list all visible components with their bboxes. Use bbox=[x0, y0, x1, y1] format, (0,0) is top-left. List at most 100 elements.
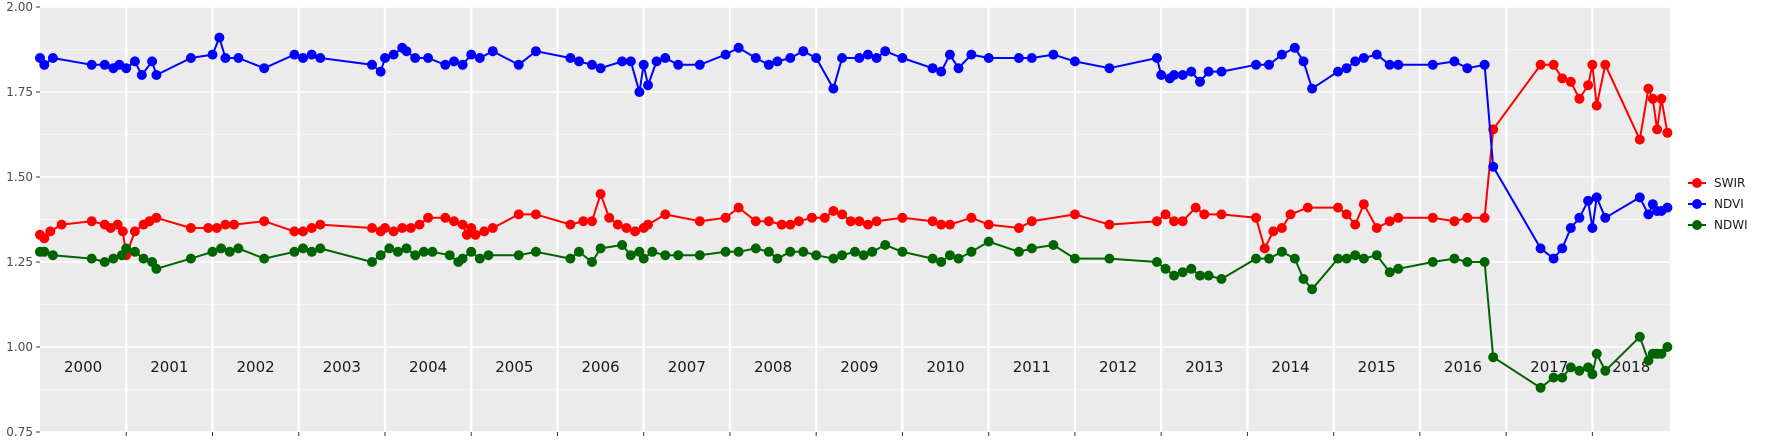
data-point-swir bbox=[397, 223, 408, 233]
data-point-ndvi bbox=[86, 59, 97, 70]
data-point-swir bbox=[1535, 59, 1546, 70]
data-point-ndwi bbox=[1013, 246, 1024, 257]
data-point-swir bbox=[1341, 209, 1352, 220]
data-point-swir bbox=[112, 219, 123, 230]
data-point-ndvi bbox=[625, 56, 636, 67]
data-point-ndwi bbox=[850, 246, 860, 257]
data-point-ndwi bbox=[625, 250, 636, 261]
legend-key-point bbox=[1692, 199, 1702, 209]
data-point-ndvi bbox=[233, 53, 244, 63]
year-label: 2001 bbox=[150, 358, 188, 376]
data-point-swir bbox=[1479, 212, 1490, 223]
data-point-ndvi bbox=[1350, 56, 1361, 67]
data-point-swir bbox=[720, 212, 731, 223]
data-point-ndvi bbox=[565, 53, 576, 63]
data-point-swir bbox=[1634, 134, 1645, 145]
data-point-ndvi bbox=[1156, 70, 1167, 80]
data-point-ndvi bbox=[634, 87, 645, 97]
data-point-ndwi bbox=[401, 243, 412, 254]
data-point-ndvi bbox=[315, 53, 326, 63]
data-point-ndwi bbox=[513, 250, 524, 261]
data-point-ndvi bbox=[871, 53, 882, 63]
data-point-ndwi bbox=[1350, 250, 1361, 261]
data-point-ndwi bbox=[673, 250, 684, 261]
data-point-ndvi bbox=[897, 53, 908, 63]
data-point-ndwi bbox=[587, 257, 597, 267]
data-point-ndwi bbox=[289, 246, 300, 257]
data-point-ndvi bbox=[1307, 83, 1318, 94]
data-point-ndvi bbox=[136, 70, 147, 80]
data-point-ndvi bbox=[440, 59, 451, 70]
data-point-swir bbox=[56, 219, 67, 230]
data-point-ndwi bbox=[1251, 253, 1261, 264]
data-point-ndvi bbox=[1574, 212, 1585, 223]
data-point-ndvi bbox=[638, 59, 649, 70]
data-point-ndwi bbox=[1449, 253, 1460, 264]
data-point-ndwi bbox=[1048, 240, 1059, 250]
data-point-ndwi bbox=[418, 246, 429, 257]
data-point-swir bbox=[1169, 216, 1180, 227]
data-point-swir bbox=[1591, 100, 1602, 111]
data-point-swir bbox=[1462, 212, 1473, 223]
data-point-swir bbox=[806, 212, 817, 223]
data-point-swir bbox=[1384, 216, 1395, 227]
data-point-ndvi bbox=[1251, 59, 1261, 70]
data-point-ndwi bbox=[1557, 372, 1568, 383]
data-point-swir bbox=[229, 219, 239, 230]
legend: SWIR NDVI NDWI bbox=[1688, 176, 1748, 232]
data-point-ndwi bbox=[1535, 382, 1546, 393]
data-point-swir bbox=[1557, 73, 1568, 84]
data-point-ndwi bbox=[1069, 253, 1080, 264]
data-point-ndwi bbox=[1169, 270, 1180, 281]
data-point-ndwi bbox=[1656, 348, 1667, 359]
data-point-ndwi bbox=[1479, 257, 1490, 267]
data-point-swir bbox=[1427, 212, 1438, 223]
data-point-ndwi bbox=[1548, 372, 1559, 383]
data-point-ndwi bbox=[867, 246, 878, 257]
data-point-ndwi bbox=[1634, 331, 1645, 342]
data-point-swir bbox=[1268, 226, 1279, 237]
data-point-ndvi bbox=[466, 49, 477, 60]
data-point-ndwi bbox=[1574, 365, 1585, 376]
y-axis: 0.75 1.00 1.25 1.50 1.75 2.00 bbox=[6, 0, 40, 439]
data-point-swir bbox=[117, 226, 128, 237]
data-point-swir bbox=[151, 212, 162, 223]
data-point-ndvi bbox=[474, 53, 485, 63]
data-point-swir bbox=[414, 219, 425, 230]
data-point-swir bbox=[1069, 209, 1080, 220]
data-point-ndwi bbox=[392, 246, 403, 257]
data-point-ndwi bbox=[1488, 352, 1499, 363]
data-point-ndvi bbox=[185, 53, 196, 63]
data-point-swir bbox=[457, 219, 468, 230]
data-point-ndvi bbox=[660, 53, 671, 63]
data-point-ndwi bbox=[927, 253, 938, 264]
data-point-ndvi bbox=[1535, 243, 1546, 254]
data-point-swir bbox=[763, 216, 774, 227]
data-point-swir bbox=[819, 212, 830, 223]
data-point-swir bbox=[1216, 209, 1227, 220]
data-point-swir bbox=[129, 226, 140, 237]
data-point-ndwi bbox=[1151, 257, 1162, 267]
data-point-ndvi bbox=[367, 59, 377, 70]
legend-key-point bbox=[1692, 178, 1702, 188]
data-point-swir bbox=[203, 223, 214, 233]
data-point-ndwi bbox=[457, 253, 468, 264]
data-point-swir bbox=[854, 216, 865, 227]
data-point-ndvi bbox=[47, 53, 58, 63]
data-point-ndvi bbox=[1195, 76, 1205, 87]
data-point-ndvi bbox=[953, 63, 964, 74]
data-point-swir bbox=[1160, 209, 1171, 220]
year-labels: 2000 2001 2002 2003 2004 2005 2006 2007 2008 2009… bbox=[64, 358, 1650, 376]
data-point-swir bbox=[828, 206, 839, 216]
series-ndvi bbox=[35, 32, 1673, 264]
data-point-ndwi bbox=[1427, 257, 1438, 267]
data-point-swir bbox=[388, 226, 399, 237]
legend-label: SWIR bbox=[1714, 176, 1745, 190]
data-point-ndwi bbox=[427, 246, 438, 257]
data-point-ndvi bbox=[1479, 59, 1490, 70]
legend-item-ndvi: NDVI bbox=[1688, 197, 1744, 211]
data-point-swir bbox=[1104, 219, 1115, 230]
data-point-ndwi bbox=[1341, 253, 1352, 264]
data-point-ndvi bbox=[1462, 63, 1473, 74]
data-point-ndwi bbox=[1384, 267, 1395, 278]
